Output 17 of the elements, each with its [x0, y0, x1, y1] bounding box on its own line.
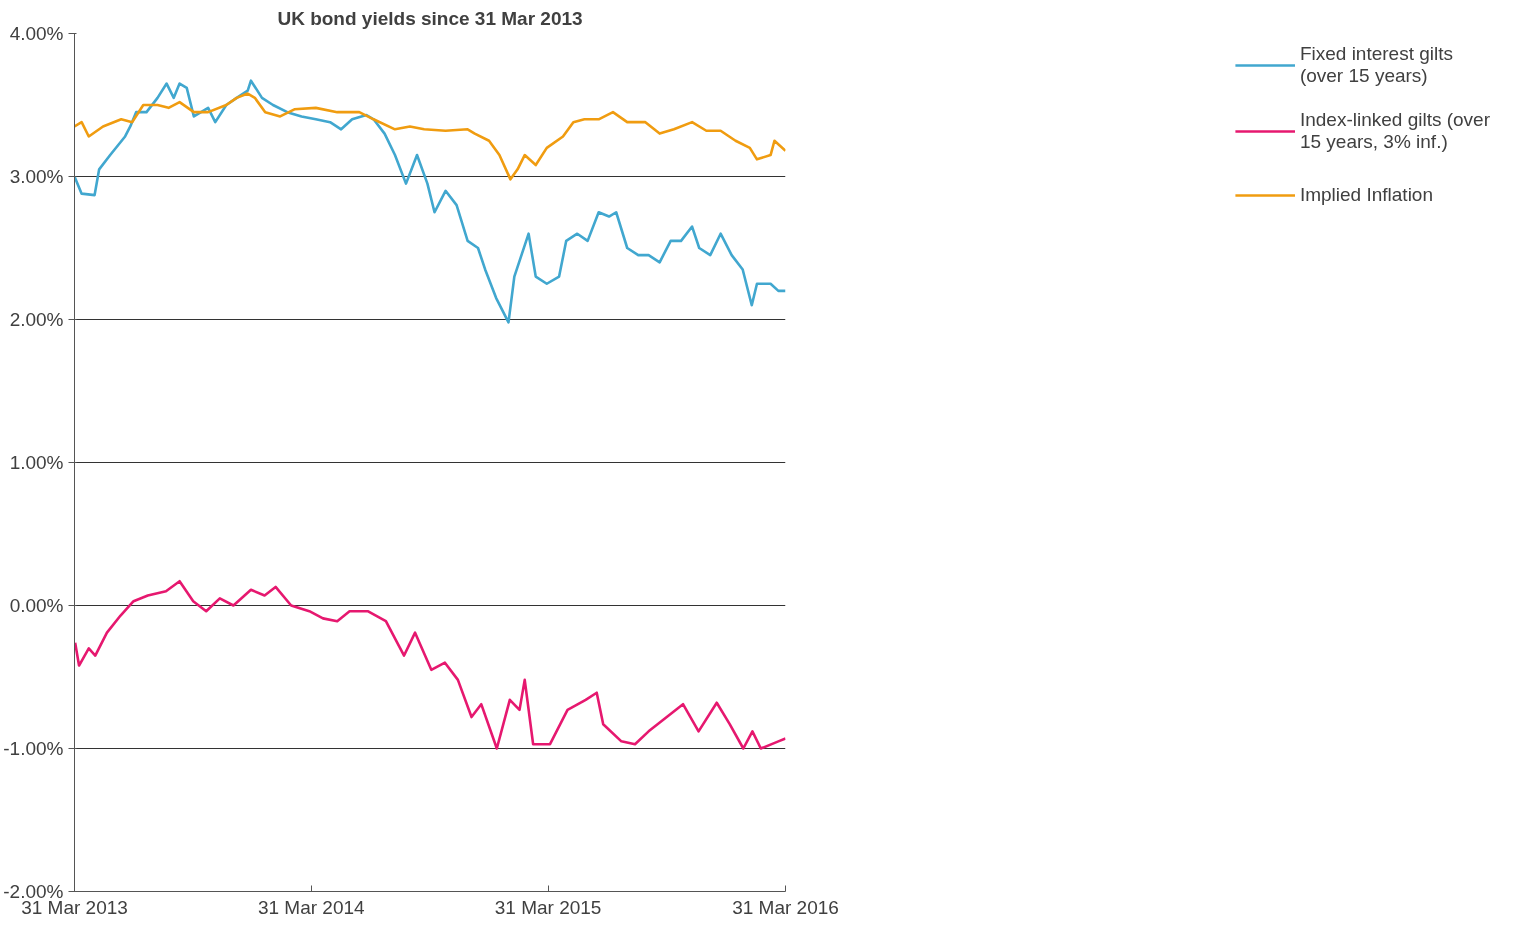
line-series: [74, 579, 786, 750]
y-tick-label: -2.00%: [3, 881, 64, 902]
y-tick-label: -1.00%: [3, 738, 64, 759]
legend-label: Implied Inflation: [1299, 183, 1433, 207]
line-series: [74, 92, 786, 181]
line-series: [74, 79, 786, 324]
y-tick-label: 0.00%: [9, 595, 64, 616]
chart-title: UK bond yields since 31 Mar 2013: [277, 7, 583, 29]
y-tick-label: 1.00%: [9, 452, 64, 473]
y-tick-label: 4.00%: [9, 23, 64, 44]
x-tick-label: 31 Mar 2014: [257, 896, 366, 918]
legend-label: Fixed interest gilts (over 15 years): [1299, 43, 1454, 87]
y-tick-label: 3.00%: [9, 166, 64, 187]
x-tick-label: 31 Mar 2016: [732, 896, 839, 918]
y-tick-label: 2.00%: [9, 309, 64, 330]
legend-label: Index-linked gilts (over 15 years, 3% inf.): [1299, 109, 1490, 153]
x-tick-label: 31 Mar 2015: [494, 896, 602, 918]
